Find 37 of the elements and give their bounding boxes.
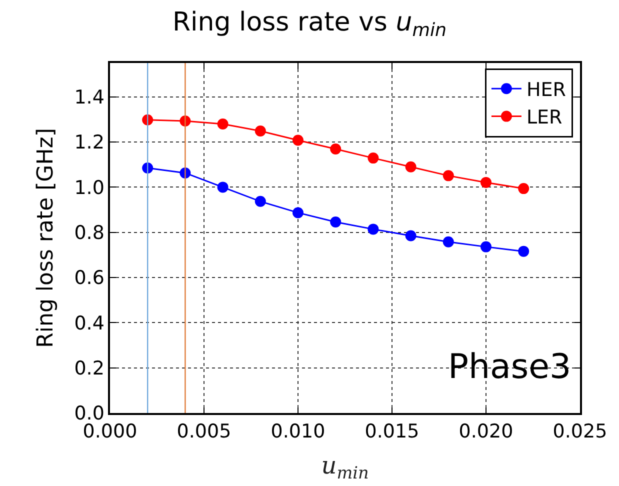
chart-title: Ring loss rate vs u$_{min}$: [172, 7, 447, 41]
point: [405, 161, 416, 172]
y-tick-label: 0.2: [74, 357, 104, 380]
point: [518, 183, 530, 194]
point: [292, 134, 304, 146]
legend-label: HER: [526, 79, 566, 102]
point: [254, 125, 266, 136]
point: [292, 207, 304, 218]
point: [217, 118, 228, 130]
x-tick-label: 0.015: [364, 420, 420, 443]
legend-label: LER: [526, 106, 562, 129]
point: [442, 170, 454, 182]
point: [254, 196, 266, 207]
y-tick-label: 0.4: [74, 312, 104, 334]
x-tick-label: 0.000: [82, 420, 138, 443]
point: [480, 241, 492, 252]
annotation: Phase3: [448, 347, 572, 387]
point: [368, 224, 379, 235]
point: [368, 152, 379, 164]
point: [518, 246, 530, 257]
y-tick-label: 1.0: [74, 176, 104, 199]
point: [330, 144, 342, 155]
y-tick-label: 0.6: [74, 267, 104, 290]
point: [442, 236, 454, 248]
y-tick-label: 0.8: [74, 222, 104, 244]
x-tick-label: 0.005: [176, 420, 232, 443]
point: [480, 176, 492, 188]
point: [217, 182, 228, 193]
x-axis-title: u$_{min}$: [321, 451, 369, 482]
point: [405, 230, 416, 242]
y-tick-label: 1.4: [74, 86, 104, 109]
x-tick-label: 0.020: [458, 420, 514, 443]
x-tick-label: 0.010: [270, 420, 326, 443]
x-tick-label: 0.025: [552, 420, 608, 443]
y-axis-title: Ring loss rate [GHz]: [34, 128, 59, 348]
y-tick-label: 1.2: [74, 132, 104, 154]
point: [330, 216, 342, 228]
